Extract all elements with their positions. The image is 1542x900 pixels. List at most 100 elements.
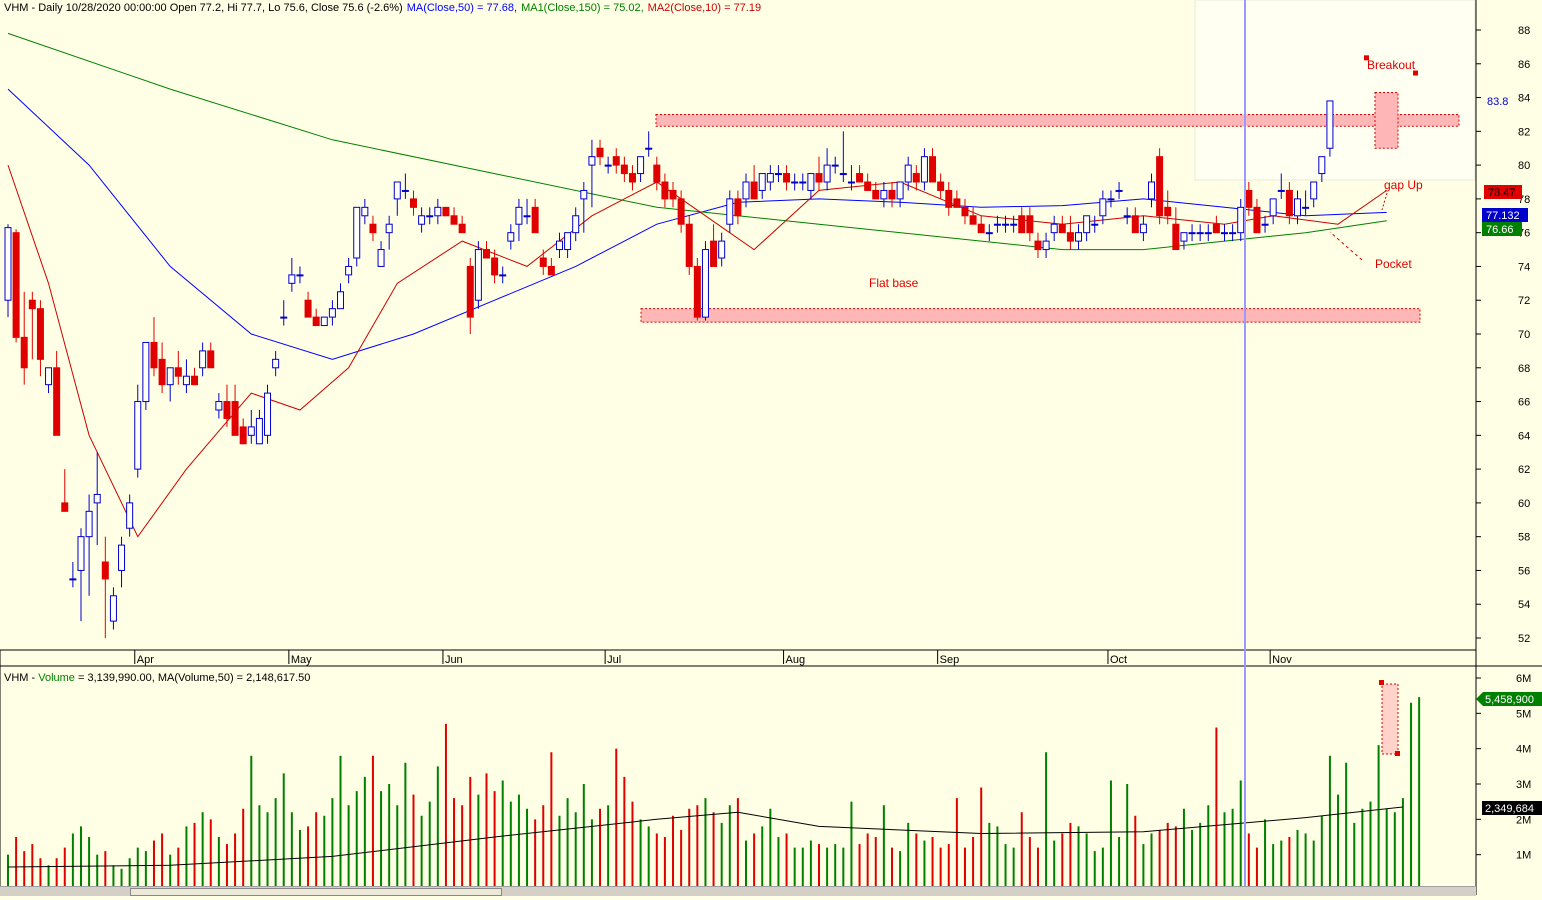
- candle-body: [645, 147, 653, 150]
- price-tick-label: 52: [1518, 633, 1530, 645]
- price-header: VHM - Daily 10/28/2020 00:00:00 Open 77.…: [4, 2, 761, 14]
- candle-body: [1091, 223, 1099, 226]
- candle-body: [410, 198, 417, 208]
- candle-body: [223, 401, 231, 419]
- month-label: May: [291, 654, 312, 666]
- candle-body: [320, 316, 328, 327]
- candle-body: [1204, 232, 1212, 235]
- candle-body: [588, 156, 596, 166]
- price-tick-label: 82: [1518, 126, 1530, 138]
- ma10-badge: 78.47: [1484, 185, 1522, 199]
- candle-body: [726, 198, 734, 225]
- candle-body: [904, 164, 912, 183]
- candle-body: [361, 206, 369, 217]
- volume-ma-line: [7, 806, 1403, 868]
- resistance-zone: [655, 113, 1460, 127]
- candle-body: [1139, 223, 1147, 234]
- month-label: Oct: [1110, 654, 1127, 666]
- month-axis-labels: Apr May Jun Jul Aug Sep Oct Nov: [134, 650, 1292, 666]
- breakout-volume-zone: [1381, 683, 1399, 755]
- candle-body: [969, 215, 977, 225]
- candle-body: [758, 173, 766, 191]
- candle-body: [499, 274, 507, 277]
- candle-body: [961, 206, 969, 217]
- candle-body: [620, 164, 628, 175]
- candle-body: [604, 164, 612, 167]
- candle-body: [304, 299, 312, 318]
- candle-body: [985, 232, 993, 235]
- candle-body: [539, 257, 547, 267]
- candle-body: [945, 189, 953, 208]
- candle-body: [718, 240, 726, 259]
- candle-body: [1212, 223, 1220, 234]
- candle-body: [1148, 181, 1156, 200]
- price-tick-label: 72: [1518, 295, 1530, 307]
- candle-body: [572, 215, 580, 234]
- candle-body: [426, 215, 434, 218]
- candle-body: [993, 223, 1001, 226]
- svg-text:78.47: 78.47: [1488, 187, 1516, 199]
- candle-body: [466, 265, 474, 318]
- price-tick-label: 58: [1518, 532, 1530, 544]
- candle-body: [150, 341, 158, 369]
- candle-body: [158, 358, 166, 386]
- candle-body: [1245, 189, 1253, 208]
- candle-body: [1269, 198, 1277, 217]
- candle-body: [377, 249, 385, 267]
- price-tick-label: 66: [1518, 397, 1530, 409]
- candle-body: [199, 350, 207, 369]
- breakout-marker-left: [1364, 55, 1369, 61]
- pocket-pointer: [1329, 231, 1363, 261]
- candle-body: [1277, 189, 1285, 192]
- candle-body: [1164, 206, 1172, 217]
- candle-body: [442, 206, 450, 217]
- candle-body: [1066, 232, 1074, 242]
- candle-body: [312, 316, 320, 327]
- candle-body: [1002, 223, 1010, 226]
- candle-body: [118, 544, 126, 571]
- candle-body: [815, 173, 823, 183]
- candle-body: [1221, 232, 1228, 235]
- candle-body: [1107, 198, 1115, 201]
- candle-body: [1010, 223, 1018, 226]
- candle-body: [239, 426, 247, 445]
- candle-body: [1302, 206, 1310, 209]
- candle-body: [1310, 181, 1318, 200]
- candle-body: [637, 156, 645, 175]
- candle-body: [36, 308, 44, 360]
- price-tick-label: 84: [1518, 93, 1530, 105]
- candlestick-series: [4, 100, 1334, 638]
- candle-body: [20, 336, 28, 369]
- month-label: Sep: [940, 654, 960, 666]
- candle-body: [85, 510, 93, 538]
- candle-body: [134, 401, 142, 470]
- candle-body: [799, 181, 807, 184]
- month-label: Jun: [445, 654, 463, 666]
- svg-text:2,349,684: 2,349,684: [1485, 803, 1534, 815]
- candle-body: [937, 181, 945, 191]
- candle-body: [53, 367, 61, 436]
- candle-body: [215, 401, 223, 411]
- candle-body: [596, 147, 604, 158]
- candle-body: [831, 164, 839, 167]
- price-tick-label: 80: [1518, 160, 1530, 172]
- gap-up-pointer: [1381, 192, 1388, 211]
- annotation-zones: [640, 55, 1460, 323]
- candle-body: [328, 308, 336, 318]
- candle-body: [1050, 223, 1058, 234]
- candle-body: [296, 274, 304, 277]
- overlay-panel: [1194, 0, 1476, 181]
- month-label: Nov: [1272, 654, 1292, 666]
- pocket-label: Pocket: [1375, 257, 1412, 271]
- candle-body: [1188, 232, 1196, 235]
- candle-body: [734, 198, 742, 217]
- candle-body: [1042, 240, 1050, 251]
- candle-body: [101, 561, 109, 580]
- breakout-marker-right: [1413, 70, 1418, 76]
- candle-body: [555, 240, 563, 251]
- candle-body: [109, 595, 117, 622]
- candle-body: [1180, 232, 1188, 242]
